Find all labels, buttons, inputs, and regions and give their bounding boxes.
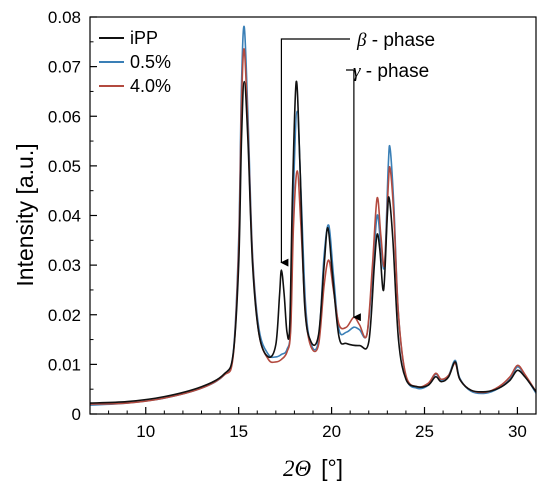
y-tick-label: 0.02 bbox=[48, 306, 81, 325]
x-tick-label: 15 bbox=[229, 422, 248, 441]
y-tick-label: 0.03 bbox=[48, 256, 81, 275]
x-axis-unit: [°] bbox=[321, 455, 343, 481]
annotation-arrow bbox=[280, 38, 350, 267]
legend-label: iPP bbox=[130, 28, 158, 48]
annotation-suffix: - phase bbox=[361, 61, 430, 82]
x-axis-symbol: 2Θ bbox=[283, 456, 312, 481]
y-axis-title: Intensity [a.u.] bbox=[12, 143, 38, 286]
y-tick-label: 0 bbox=[72, 405, 81, 424]
x-tick-label: 30 bbox=[508, 422, 527, 441]
x-tick-label: 25 bbox=[415, 422, 434, 441]
ticks-layer bbox=[89, 16, 537, 415]
x-tick-label: 20 bbox=[322, 422, 341, 441]
annotation-label: β - phase bbox=[356, 30, 435, 51]
annotation-suffix: - phase bbox=[366, 30, 435, 51]
legend-label: 0.5% bbox=[130, 52, 171, 72]
annotation-symbol: β bbox=[356, 30, 367, 51]
y-tick-label: 0.08 bbox=[48, 8, 81, 27]
series-layer bbox=[89, 25, 537, 406]
y-tick-label: 0.01 bbox=[48, 355, 81, 374]
x-axis-title: 2Θ [°] bbox=[283, 455, 343, 481]
series-line-4-0 bbox=[89, 48, 537, 405]
y-tick-label: 0.06 bbox=[48, 107, 81, 126]
x-tick-label: 10 bbox=[136, 422, 155, 441]
y-tick-label: 0.04 bbox=[48, 207, 81, 226]
tick-labels-layer: 10 15 20 25 30 0 0.01 0.02 0.03 0.04 0.05 0.06 0.07 0… bbox=[48, 8, 527, 441]
legend-label: 4.0% bbox=[130, 76, 171, 96]
series-line-ipp bbox=[89, 80, 537, 404]
annotation-arrow bbox=[346, 69, 361, 322]
legend: iPP 0.5% 4.0% bbox=[99, 28, 171, 96]
annotation-symbol: γ bbox=[353, 61, 361, 82]
y-tick-label: 0.07 bbox=[48, 58, 81, 77]
annotation-label: γ - phase bbox=[353, 61, 429, 82]
y-tick-label: 0.05 bbox=[48, 157, 81, 176]
